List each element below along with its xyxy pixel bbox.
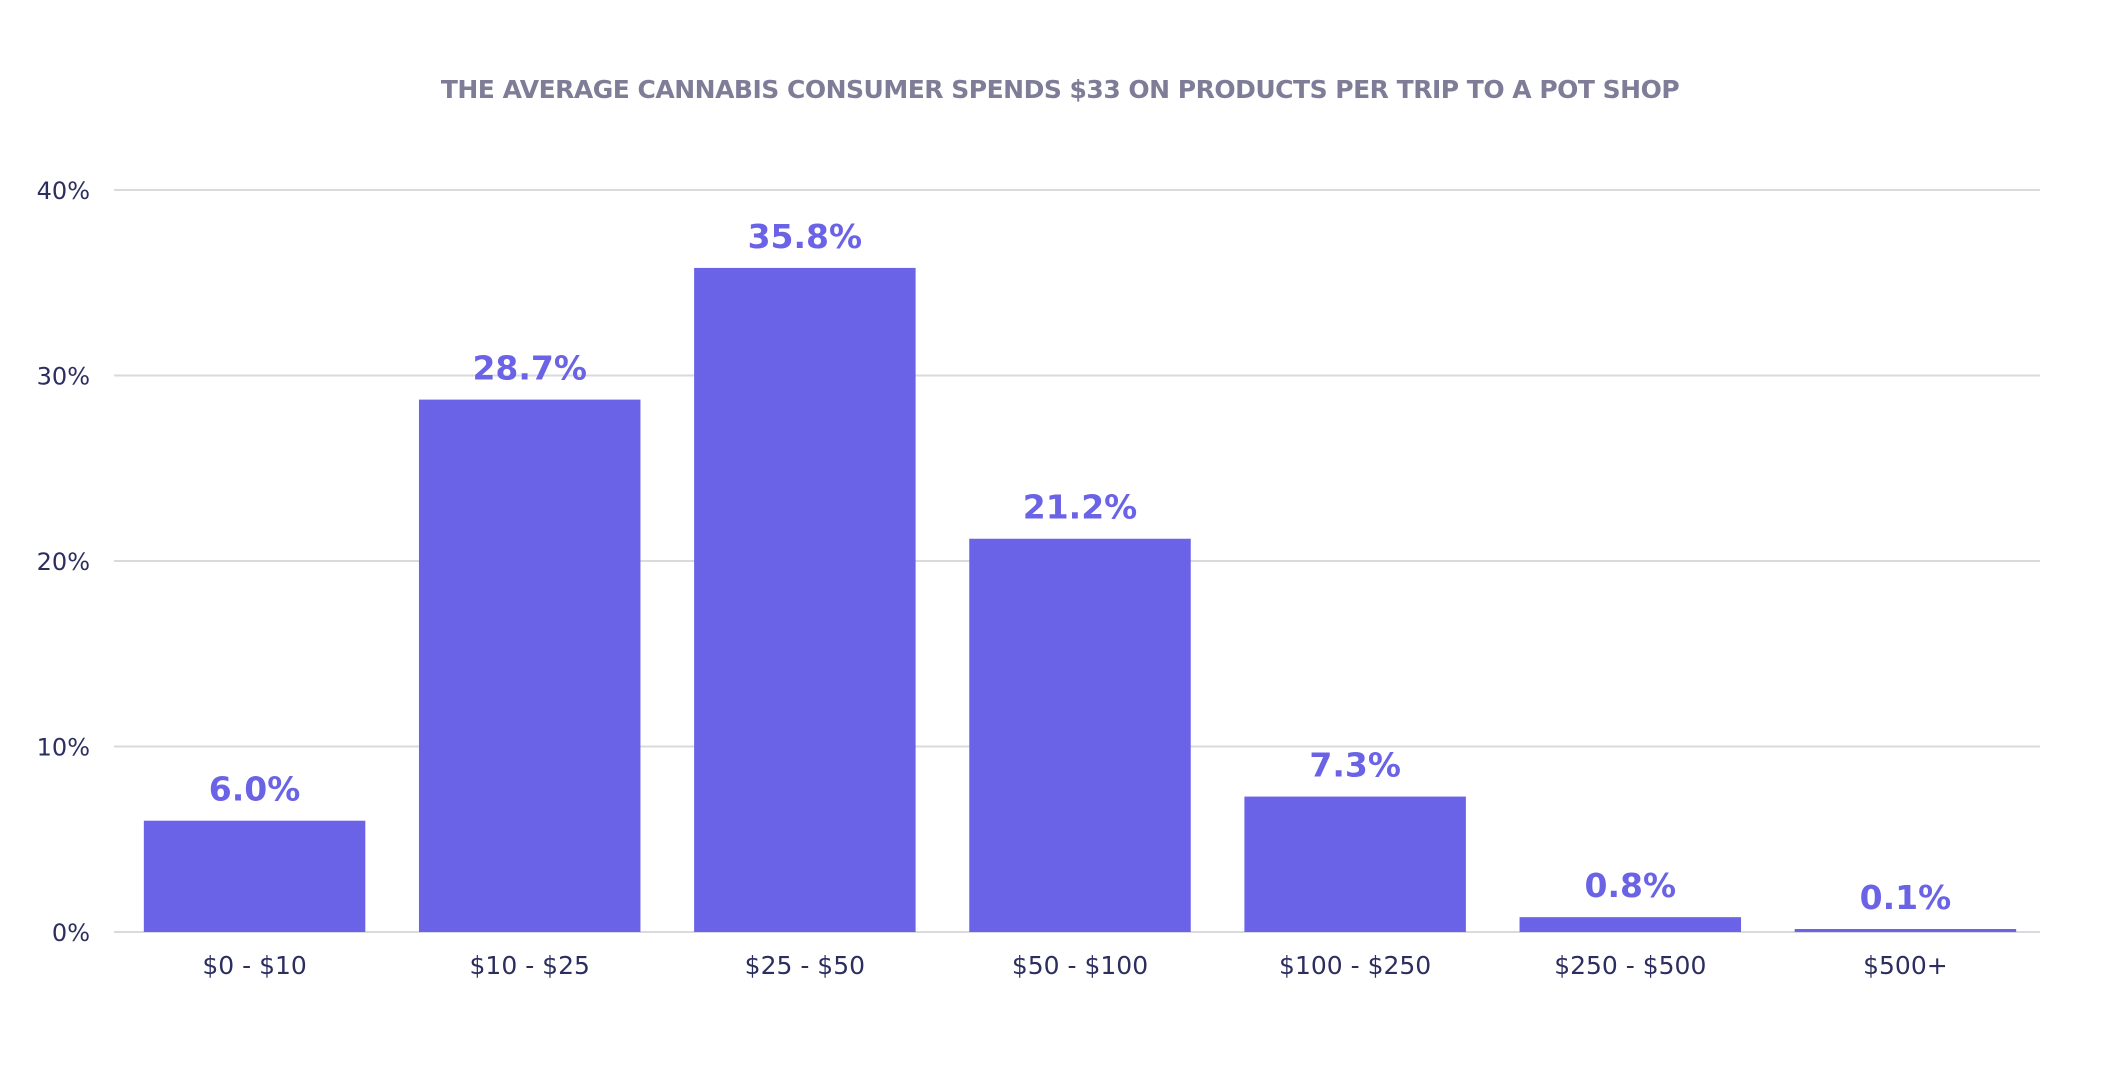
y-tick-label: 0% (52, 919, 90, 947)
data-label: 6.0% (209, 770, 301, 809)
data-label: 28.7% (472, 349, 587, 388)
bar (143, 820, 366, 932)
x-axis-ticks: $0 - $10 $10 - $25 $25 - $50 $50 - $100 $100… (202, 951, 1947, 980)
data-labels: 6.0% 28.7% 35.8% 21.2% 7.3% 0.8% 0.1% (209, 217, 1951, 917)
x-tick-label: $100 - $250 (1279, 951, 1431, 980)
bar (969, 538, 1191, 932)
data-label: 0.8% (1585, 866, 1677, 905)
data-label: 21.2% (1023, 488, 1138, 527)
bar (418, 399, 641, 932)
data-label: 0.1% (1860, 878, 1952, 917)
bars (143, 267, 2017, 932)
y-tick-label: 30% (37, 363, 90, 391)
x-tick-label: $0 - $10 (202, 951, 306, 980)
x-tick-label: $25 - $50 (745, 951, 865, 980)
y-tick-label: 40% (37, 177, 90, 205)
y-tick-label: 20% (37, 548, 90, 576)
bar (1519, 917, 1742, 932)
x-tick-label: $500+ (1863, 951, 1948, 980)
bar (1794, 929, 2017, 932)
x-tick-label: $250 - $500 (1554, 951, 1706, 980)
data-label: 35.8% (748, 217, 863, 256)
bar (1244, 796, 1466, 932)
x-tick-label: $10 - $25 (470, 951, 590, 980)
data-label: 7.3% (1309, 746, 1401, 785)
y-axis-ticks: 0% 10% 20% 30% 40% (37, 177, 90, 947)
y-tick-label: 10% (37, 734, 90, 762)
chart-title: THE AVERAGE CANNABIS CONSUMER SPENDS $33… (441, 75, 1680, 104)
bar (694, 267, 916, 932)
x-tick-label: $50 - $100 (1012, 951, 1148, 980)
